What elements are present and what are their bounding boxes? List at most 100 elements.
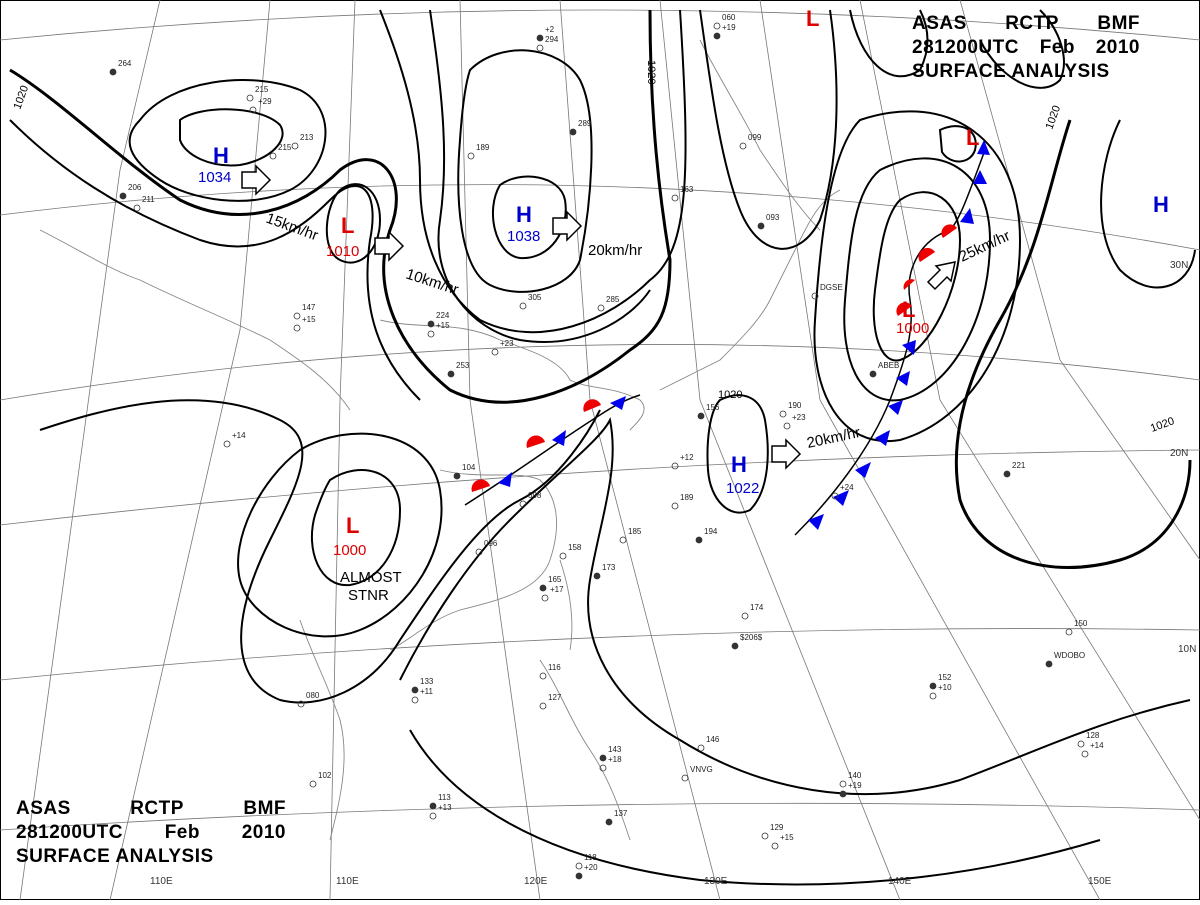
station-marker	[293, 324, 301, 332]
station-obs-value: 253	[456, 361, 470, 370]
station-marker	[713, 32, 721, 40]
station-marker	[427, 320, 435, 328]
isobar-high-1034	[128, 79, 327, 202]
station-observations: 264215+29206211215+2294060+1918921328916…	[109, 13, 1104, 880]
station-obs-value: 189	[680, 493, 694, 502]
station-obs-value: 080	[306, 691, 320, 700]
meridian	[959, 0, 1200, 561]
cold-front-triangle	[855, 462, 871, 478]
station-obs-value: 116	[548, 663, 561, 672]
isobar	[399, 416, 1191, 796]
station-marker	[695, 536, 703, 544]
station-obs-value: 096	[484, 539, 498, 548]
title-year: 2010	[241, 822, 286, 843]
parallel	[0, 9, 1200, 41]
station-obs-value: +29	[258, 97, 272, 106]
title-row-2: 281200UTC Feb 2010	[16, 821, 286, 845]
pressure-labels: H 1034 L 1010 H 1038 L 1000 H 1022 L 100…	[198, 6, 1169, 559]
title-row-1: ASAS RCTP BMF	[912, 12, 1140, 36]
coastlines	[39, 39, 841, 841]
station-obs-value: 190	[788, 401, 802, 410]
station-obs-value: 060	[722, 13, 736, 22]
station-obs-value: +12	[680, 453, 694, 462]
title-code: BMF	[243, 798, 286, 819]
title-station: RCTP	[130, 798, 184, 819]
coastline-taiwan	[559, 559, 573, 651]
high-pressure-value: 1022	[726, 480, 759, 497]
longitude-label: 120E	[524, 876, 548, 887]
longitude-label: 150E	[1088, 876, 1112, 887]
isobar	[409, 729, 1101, 886]
cold-front-triangle	[808, 514, 824, 530]
station-obs-value: 127	[548, 693, 562, 702]
station-marker	[671, 502, 679, 510]
station-marker	[411, 696, 419, 704]
station-marker	[519, 500, 527, 508]
isobar-low-pacific-1000	[872, 191, 962, 362]
title-month: Feb	[1039, 37, 1075, 58]
station-obs-value: 137	[614, 809, 628, 818]
cold-front-triangle	[552, 430, 566, 446]
station-obs-value: 098	[528, 491, 542, 500]
map-title-top-right: ASAS RCTP BMF 281200UTC Feb 2010 SURFACE…	[912, 12, 1140, 84]
movement-arrow	[771, 438, 802, 470]
station-marker	[569, 128, 577, 136]
station-marker	[519, 302, 527, 310]
station-marker	[246, 94, 254, 102]
station-marker	[297, 700, 305, 708]
station-obs-value: 173	[602, 563, 616, 572]
cold-front-triangle	[977, 140, 990, 155]
station-marker	[1065, 628, 1073, 636]
station-obs-value: 305	[528, 293, 542, 302]
station-obs-value: +23	[500, 339, 514, 348]
isobar-value: 1020	[1149, 415, 1176, 435]
meridian	[459, 0, 541, 901]
isobar-value: 1020	[1044, 104, 1064, 131]
high-symbol: H	[731, 452, 747, 477]
station-obs-value: +13	[438, 803, 452, 812]
station-obs-value: 099	[748, 133, 762, 142]
station-marker	[1081, 750, 1089, 758]
high-pressure-value: 1038	[507, 228, 540, 245]
cold-front-triangle	[498, 472, 512, 487]
isobar	[979, 9, 1065, 89]
station-marker	[491, 348, 499, 356]
isobar-high-inner	[179, 108, 284, 167]
station-obs-value: +24	[840, 483, 854, 492]
station-obs-value: 264	[118, 59, 132, 68]
station-obs-value: 113	[438, 793, 451, 802]
station-marker	[133, 204, 141, 212]
station-obs-value: +17	[550, 585, 564, 594]
station-marker	[697, 412, 705, 420]
station-obs-value: +2	[545, 25, 555, 34]
station-marker	[575, 872, 583, 880]
isobars	[9, 9, 1196, 886]
station-obs-value: +14	[232, 431, 246, 440]
station-obs-value: 213	[300, 133, 314, 142]
station-obs-value: 093	[766, 213, 780, 222]
station-obs-value: 128	[1086, 731, 1100, 740]
title-month: Feb	[164, 822, 200, 843]
station-obs-value: 289	[578, 119, 592, 128]
low-symbol: L	[902, 297, 915, 322]
isobar-high-1038	[492, 175, 567, 260]
station-obs-value: 211	[142, 195, 155, 204]
title-time: 281200UTC	[912, 37, 1019, 58]
station-marker	[309, 780, 317, 788]
cold-front-triangle	[902, 340, 916, 355]
isobar	[938, 125, 977, 163]
meridian	[859, 0, 1200, 821]
title-station: RCTP	[1005, 13, 1059, 34]
parallel	[0, 449, 1200, 526]
occluded-semicircle	[896, 302, 912, 316]
station-obs-value: 294	[545, 35, 559, 44]
movement-arrows	[241, 164, 956, 470]
warm-front-semicircle	[583, 399, 601, 412]
isobar-low-pacific-2	[843, 157, 992, 402]
station-marker	[597, 304, 605, 312]
isobar-high-1038-outer	[457, 49, 593, 293]
low-pressure-value: 1010	[326, 243, 359, 260]
station-marker	[839, 780, 847, 788]
station-obs-value: 185	[628, 527, 642, 536]
station-marker	[109, 68, 117, 76]
